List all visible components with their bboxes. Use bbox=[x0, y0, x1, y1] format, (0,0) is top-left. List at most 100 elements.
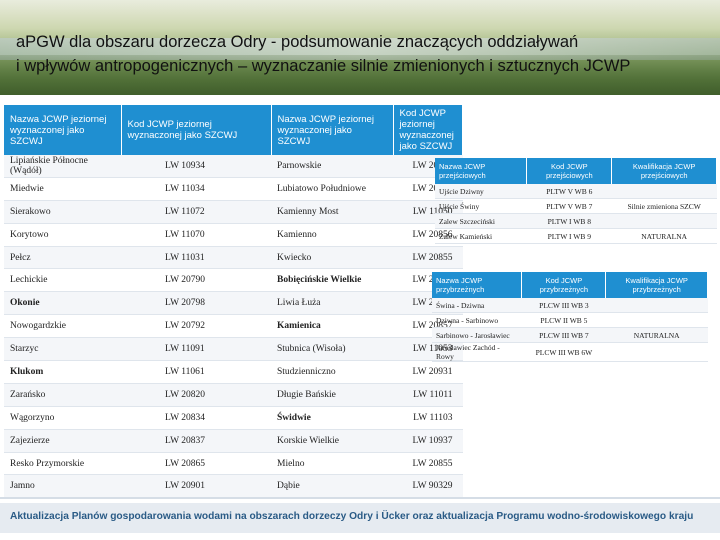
header-photo-banner bbox=[0, 0, 720, 95]
table-cell: Silnie zmieniona SZCW bbox=[611, 198, 717, 214]
table-cell: PLCW III WB 6W bbox=[521, 342, 606, 362]
table-cell bbox=[611, 184, 717, 199]
table-row: Zalew Szczeciński PLTW I WB 8 bbox=[435, 213, 717, 229]
river-water-band bbox=[0, 38, 720, 60]
table-cell: LW 20901 bbox=[121, 474, 271, 499]
table-row: Klukom LW 11061 Studzienniczno LW 20931 bbox=[4, 360, 463, 384]
table-cell: Kamienica bbox=[271, 314, 393, 339]
table-row: Ujście Dziwny PLTW V WB 6 bbox=[435, 184, 717, 199]
table-cell: Nowogardzkie bbox=[4, 314, 121, 339]
footer-bar: Aktualizacja Planów gospodarowania wodam… bbox=[0, 503, 720, 533]
table-cell: LW 11031 bbox=[121, 246, 271, 270]
table-cell: PLTW I WB 8 bbox=[526, 213, 612, 229]
table-cell: Bobięcińskie Wielkie bbox=[271, 268, 393, 293]
table-row: Jarosławiec Zachód - Rowy PLCW III WB 6W bbox=[432, 342, 708, 362]
table-cell: NATURALNA bbox=[605, 327, 708, 343]
table-cell: Świna - Dziwna bbox=[432, 298, 522, 313]
lakes-szcwj-table: Nazwa JCWP jeziornej wyznaczonej jako SZ… bbox=[4, 105, 463, 499]
table-row: Zalew Kamieński PLTW I WB 9 NATURALNA bbox=[435, 228, 717, 244]
footer-text: Aktualizacja Planów gospodarowania wodam… bbox=[10, 511, 694, 522]
column-header: Kwalifikacja JCWP przejściowych bbox=[611, 158, 717, 184]
table-cell: Jarosławiec Zachód - Rowy bbox=[432, 342, 522, 362]
table-cell: LW 11103 bbox=[393, 406, 463, 430]
table-cell: Pełcz bbox=[4, 246, 121, 270]
table-cell: Zalew Szczeciński bbox=[435, 213, 527, 229]
table-cell: LW 11070 bbox=[121, 223, 271, 247]
column-header: Nazwa JCWP jeziornej wyznaczonej jako SZ… bbox=[271, 105, 394, 155]
table-cell: Miedwie bbox=[4, 177, 121, 201]
table-cell: LW 20820 bbox=[121, 383, 271, 407]
table-cell bbox=[605, 298, 708, 313]
table-cell: Sarbinowo - Jarosławiec bbox=[432, 327, 522, 343]
table-row: Zajezierze LW 20837 Korskie Wielkie LW 1093… bbox=[4, 429, 463, 453]
table-cell: Ujście Dziwny bbox=[435, 184, 527, 199]
table-cell: Dziwna - Sarbinowo bbox=[432, 312, 522, 328]
table-cell: LW 20790 bbox=[121, 268, 271, 293]
table-cell: LW 10934 bbox=[121, 155, 271, 178]
table-cell: Klukom bbox=[4, 360, 121, 384]
table-header-row: Nazwa JCWP przybrzeżnych Kod JCWP przybr… bbox=[432, 272, 708, 298]
table-cell: PLTW I WB 9 bbox=[526, 228, 612, 244]
tree-line bbox=[0, 55, 720, 95]
table-cell: LW 11091 bbox=[121, 337, 271, 362]
column-header: Nazwa JCWP przybrzeżnych bbox=[432, 272, 523, 298]
table-cell: Kamienno bbox=[271, 223, 393, 247]
table-cell: PLCW II WB 5 bbox=[521, 312, 606, 328]
table-cell: NATURALNA bbox=[611, 228, 717, 244]
table-cell: PLTW V WB 7 bbox=[526, 198, 612, 214]
table-row: Wągorzyno LW 20834 Świdwie LW 11103 bbox=[4, 406, 463, 430]
table-row: Świna - Dziwna PLCW III WB 3 bbox=[432, 298, 708, 313]
coastal-waters-table: Nazwa JCWP przybrzeżnych Kod JCWP przybr… bbox=[432, 272, 708, 362]
transitional-waters-table: Nazwa JCWP przejściowych Kod JCWP przejś… bbox=[435, 158, 717, 244]
table-cell: Sierakowo bbox=[4, 200, 121, 224]
table-row: Lipiańskie Północne (Wądół) LW 10934 Parno… bbox=[4, 155, 463, 178]
table-cell: Wągorzyno bbox=[4, 406, 121, 430]
table-cell: Mielno bbox=[271, 452, 393, 476]
table-cell: Okonie bbox=[4, 291, 121, 316]
table-cell: LW 11011 bbox=[393, 383, 463, 407]
table-cell: Zalew Kamieński bbox=[435, 228, 527, 244]
table-cell: Korytowo bbox=[4, 223, 121, 247]
table-row: Jamno LW 20901 Dąbie LW 90329 bbox=[4, 474, 463, 499]
table-cell bbox=[611, 213, 717, 229]
table-cell: Korskie Wielkie bbox=[271, 429, 393, 453]
table-cell: LW 20865 bbox=[121, 452, 271, 476]
table-cell: PLTW V WB 6 bbox=[526, 184, 612, 199]
column-header: Kod JCWP jeziornej wyznaczonej jako SZCW… bbox=[121, 105, 272, 155]
title-line-2: i wpływów antropogenicznych – wyznaczani… bbox=[16, 57, 631, 75]
column-header: Kod JCWP jeziornej wyznaczonej jako SZCW… bbox=[393, 105, 463, 155]
table-cell: PLCW III WB 3 bbox=[521, 298, 606, 313]
footer-divider bbox=[0, 497, 720, 499]
table-row: Sarbinowo - Jarosławiec PLCW III WB 7 NATU… bbox=[432, 327, 708, 343]
table-cell: Lubiatowo Południowe bbox=[271, 177, 393, 201]
table-cell: Świdwie bbox=[271, 406, 393, 430]
table-cell: LW 11034 bbox=[121, 177, 271, 201]
table-cell: Kamienny Most bbox=[271, 200, 393, 224]
column-header: Kod JCWP przejściowych bbox=[526, 158, 613, 184]
table-cell: Jamno bbox=[4, 474, 121, 499]
table-cell: Studzienniczno bbox=[271, 360, 393, 384]
table-row: Sierakowo LW 11072 Kamienny Most LW 11050 bbox=[4, 200, 463, 224]
table-cell: LW 20931 bbox=[393, 360, 463, 384]
table-cell: Stubnica (Wisoła) bbox=[271, 337, 393, 362]
table-row: Ujście Świny PLTW V WB 7 Silnie zmieniona … bbox=[435, 198, 717, 214]
table-cell: Długie Bańskie bbox=[271, 383, 393, 407]
table-cell: LW 90329 bbox=[393, 474, 463, 499]
title-line-1: aPGW dla obszaru dorzecza Odry - podsumo… bbox=[16, 33, 579, 51]
table-row: Zarańsko LW 20820 Długie Bańskie LW 11011 bbox=[4, 383, 463, 407]
table-row: Nowogardzkie LW 20792 Kamienica LW 20857 bbox=[4, 314, 463, 339]
table-cell: Liwia Łuża bbox=[271, 291, 393, 316]
table-cell: LW 20855 bbox=[393, 246, 463, 270]
table-row: Miedwie LW 11034 Lubiatowo Południowe LW 20… bbox=[4, 177, 463, 201]
slide-title: aPGW dla obszaru dorzecza Odry - podsumo… bbox=[16, 30, 716, 78]
table-cell: LW 20798 bbox=[121, 291, 271, 316]
table-cell: PLCW III WB 7 bbox=[521, 327, 606, 343]
table-row: Pełcz LW 11031 Kwiecko LW 20855 bbox=[4, 246, 463, 270]
table-row: Lechickie LW 20790 Bobięcińskie Wielkie LW … bbox=[4, 268, 463, 293]
table-row: Starzyc LW 11091 Stubnica (Wisoła) LW 11053 bbox=[4, 337, 463, 362]
table-cell: Starzyc bbox=[4, 337, 121, 362]
table-row: Korytowo LW 11070 Kamienno LW 20856 bbox=[4, 223, 463, 247]
table-cell: LW 20792 bbox=[121, 314, 271, 339]
table-cell: LW 10937 bbox=[393, 429, 463, 453]
